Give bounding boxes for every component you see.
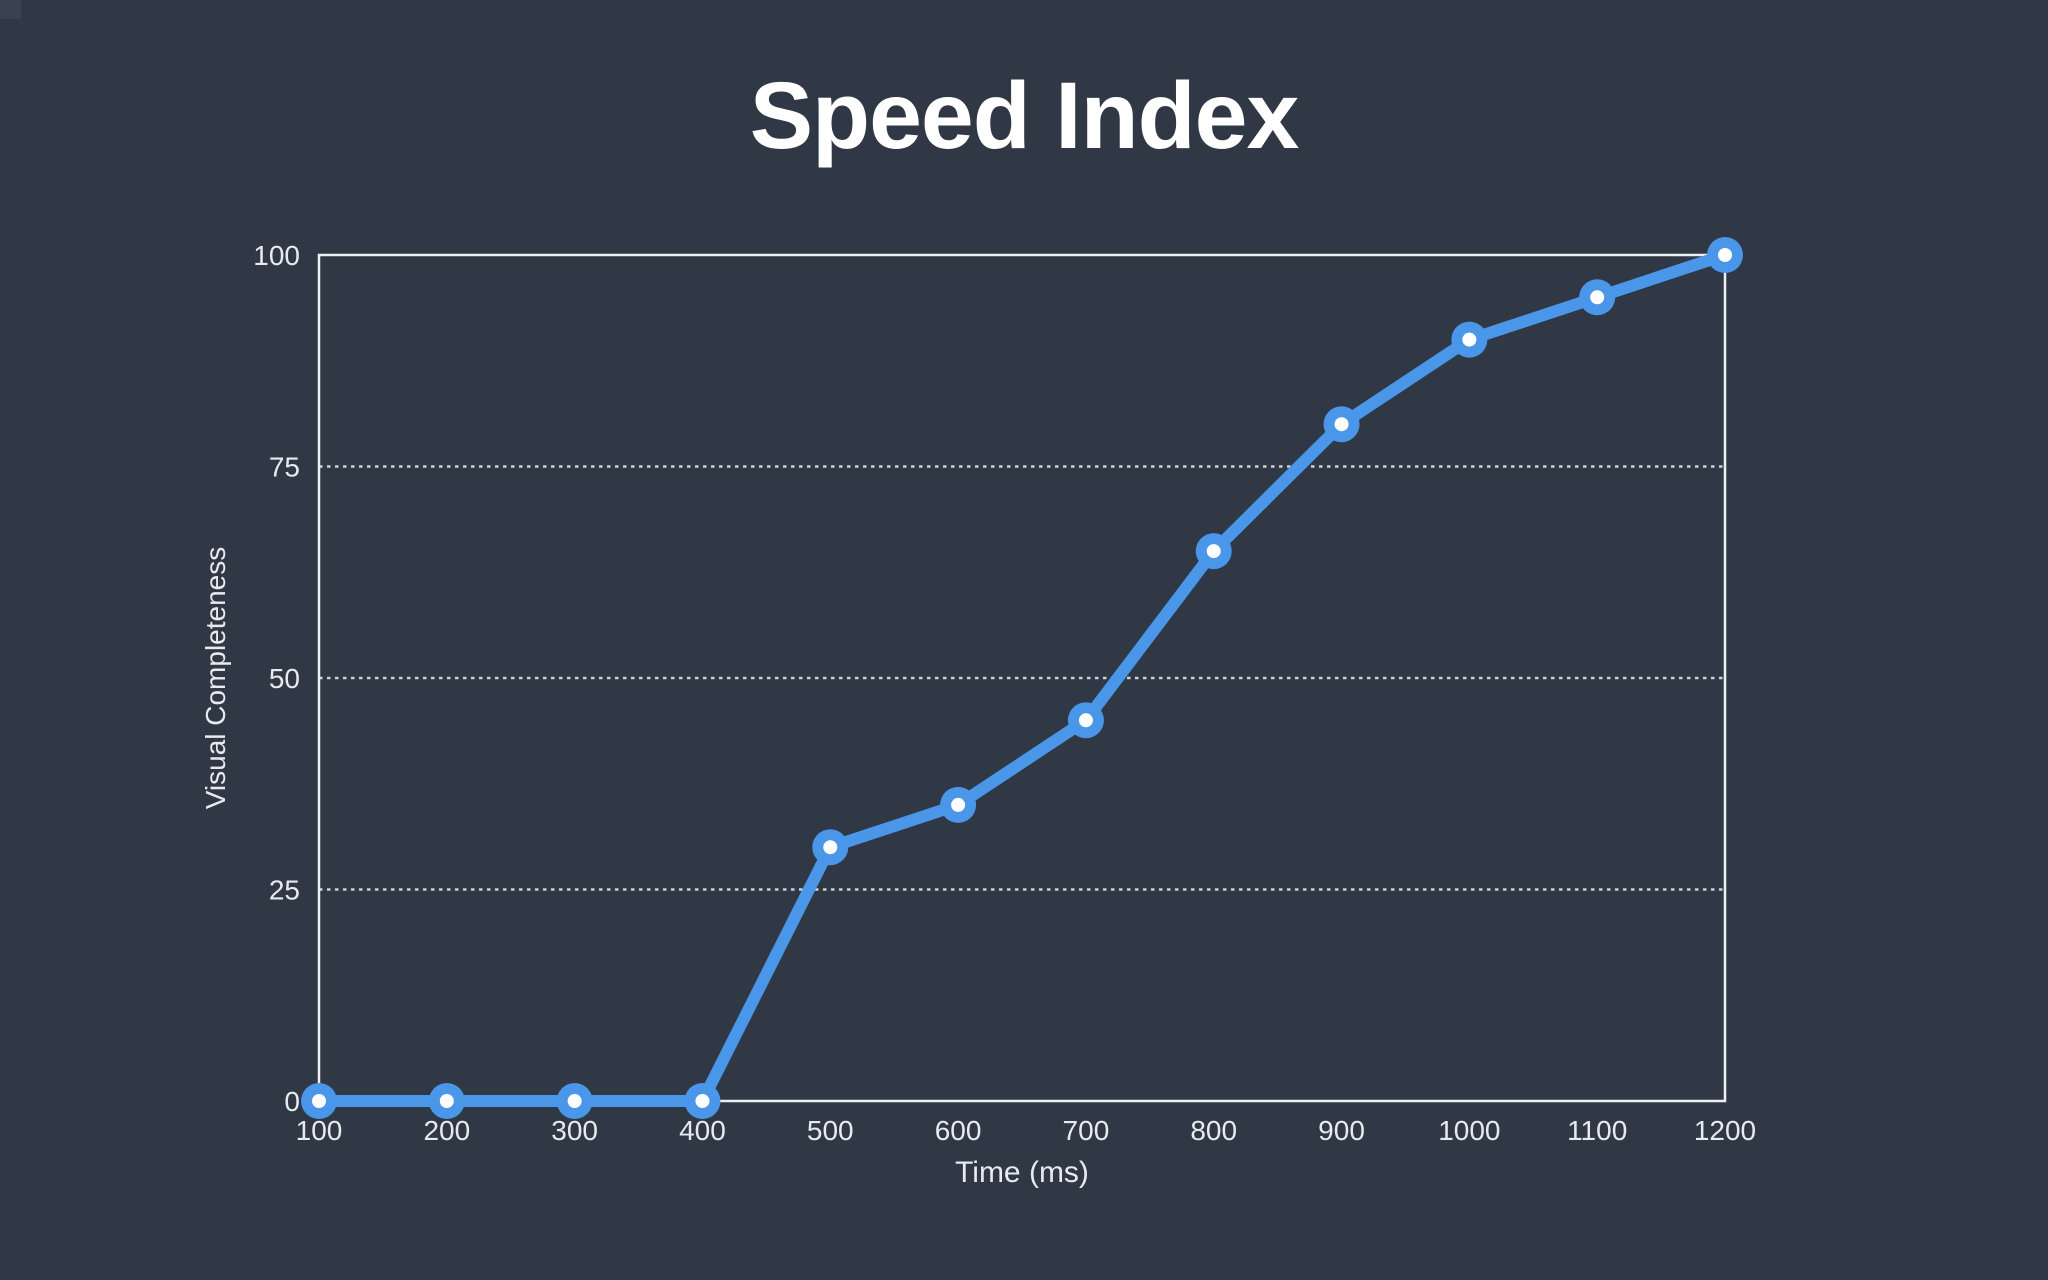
data-point-marker-center bbox=[1206, 544, 1221, 559]
data-point-marker-center bbox=[1718, 248, 1732, 262]
x-tick-label-1100: 1100 bbox=[1567, 1115, 1627, 1146]
series-line bbox=[313, 249, 1731, 1107]
data-point-marker-center bbox=[439, 1094, 454, 1108]
y-axis-title: Visual Completeness bbox=[200, 547, 231, 810]
data-point-marker-center bbox=[567, 1094, 582, 1108]
x-tick-label-1000: 1000 bbox=[1438, 1115, 1500, 1146]
data-point-marker-center bbox=[1590, 290, 1605, 305]
data-point-marker-center bbox=[1078, 713, 1093, 728]
x-tick-label-800: 800 bbox=[1190, 1115, 1237, 1146]
x-tick-label-1200: 1200 bbox=[1694, 1115, 1756, 1146]
y-tick-label-0: 0 bbox=[284, 1086, 300, 1117]
y-tick-label-50: 50 bbox=[269, 663, 300, 694]
screen-corner-artifact bbox=[0, 0, 21, 19]
x-tick-label-300: 300 bbox=[551, 1115, 598, 1146]
x-tick-label-500: 500 bbox=[807, 1115, 854, 1146]
data-point-marker-center bbox=[695, 1094, 710, 1108]
data-point-marker-center bbox=[1462, 332, 1477, 347]
data-point-marker-center bbox=[312, 1094, 326, 1108]
y-tick-label-75: 75 bbox=[269, 452, 300, 483]
x-tick-label-200: 200 bbox=[423, 1115, 470, 1146]
data-point-marker-center bbox=[823, 840, 838, 855]
x-tick-label-900: 900 bbox=[1318, 1115, 1365, 1146]
data-point-marker-center bbox=[951, 797, 966, 812]
y-tick-label-25: 25 bbox=[269, 875, 300, 906]
x-tick-label-700: 700 bbox=[1063, 1115, 1110, 1146]
x-axis-title: Time (ms) bbox=[955, 1156, 1089, 1189]
plot-border bbox=[317, 253, 1727, 1103]
chart-title: Speed Index bbox=[749, 63, 1300, 169]
x-tick-label-100: 100 bbox=[296, 1115, 343, 1146]
y-tick-label-100: 100 bbox=[253, 240, 300, 271]
data-point-marker-center bbox=[1334, 417, 1349, 432]
x-tick-label-600: 600 bbox=[935, 1115, 982, 1146]
x-tick-label-400: 400 bbox=[679, 1115, 726, 1146]
